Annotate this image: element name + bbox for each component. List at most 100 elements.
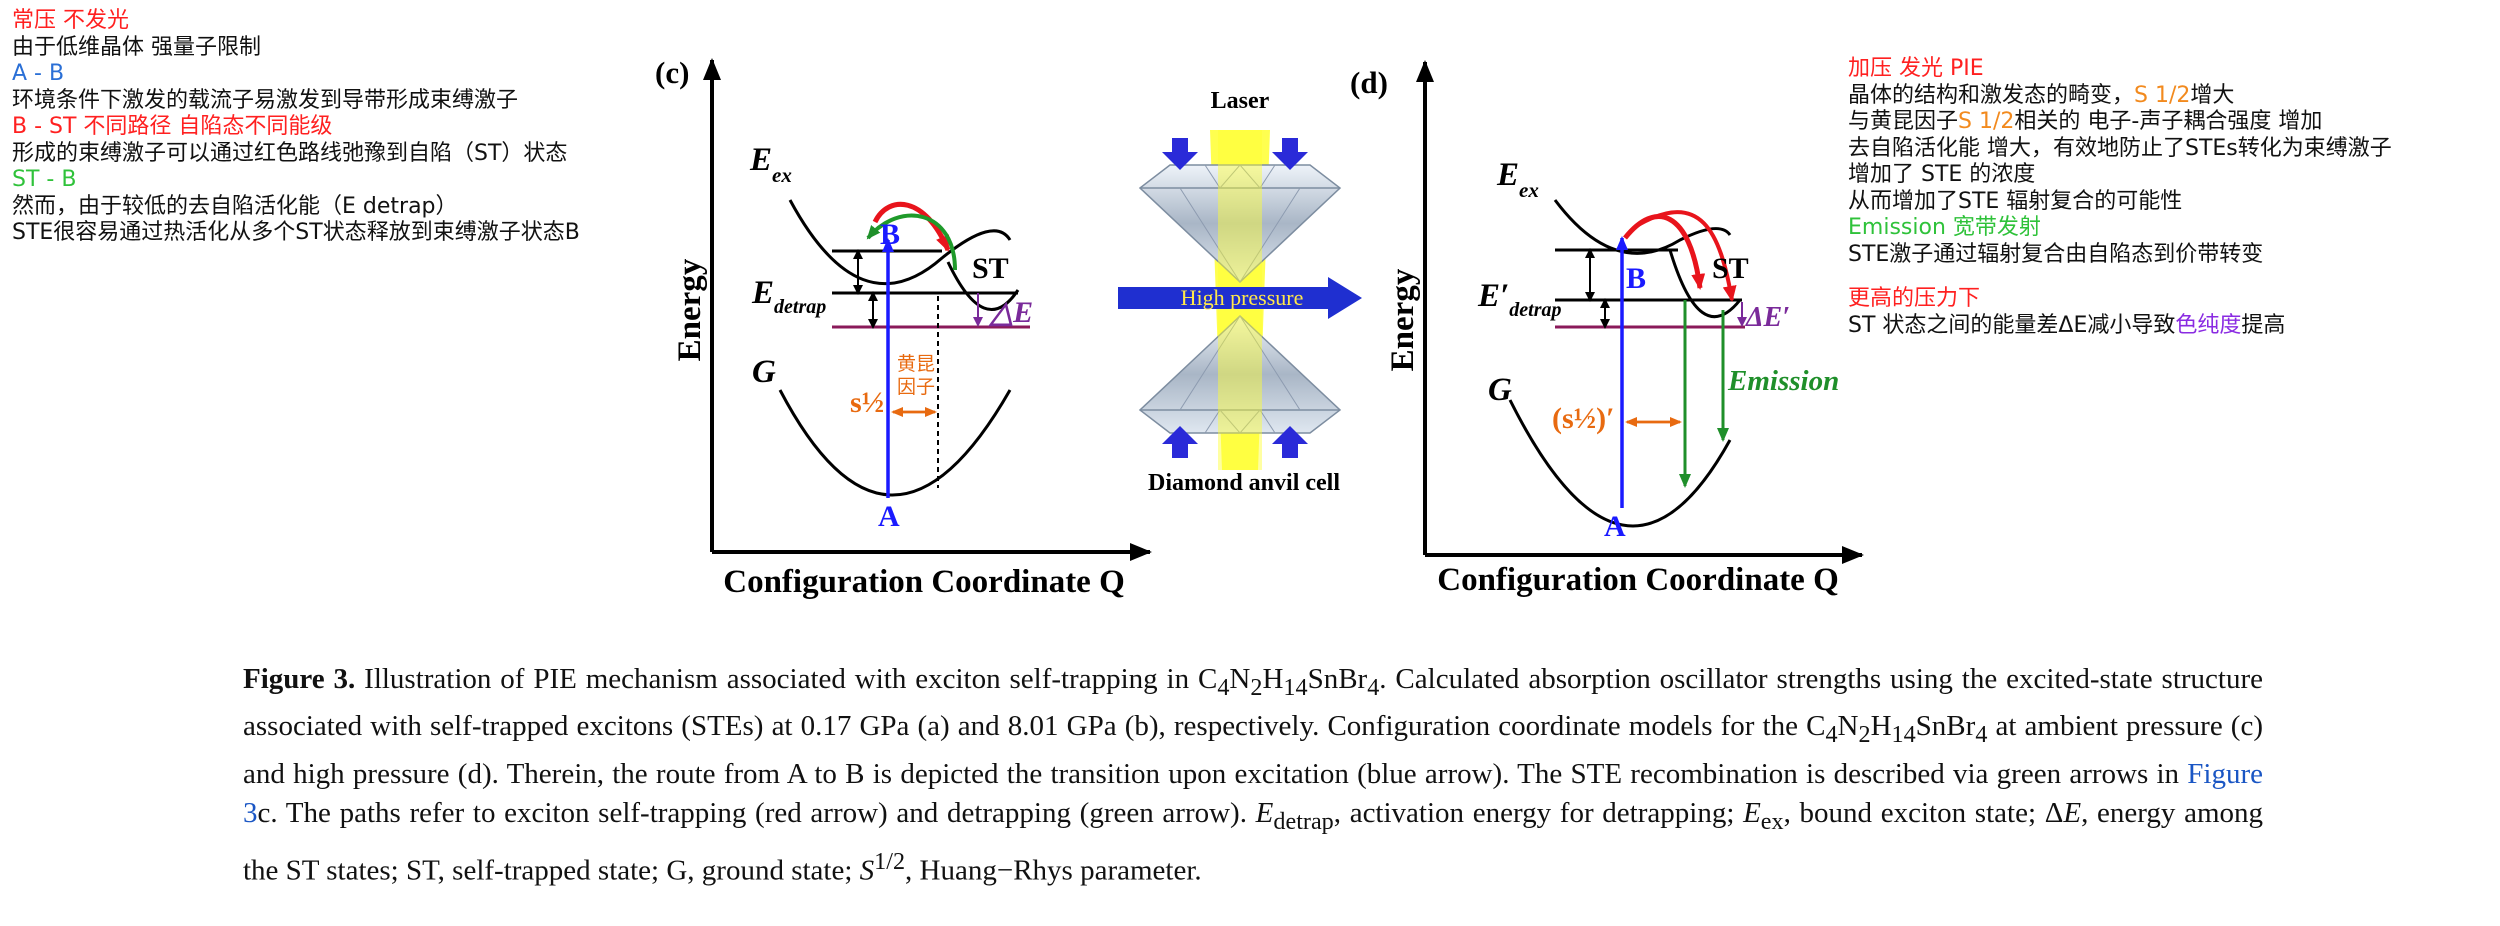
caption-sub: 4 <box>1367 673 1380 701</box>
caption-sub: ex <box>1760 808 1784 836</box>
caption-sub: 14 <box>1891 721 1916 749</box>
panel-d-g-label: G <box>1488 372 1512 408</box>
panel-d-st-label: ST <box>1712 252 1749 285</box>
panel-c-eex-curve <box>788 199 1012 286</box>
panel-d-ylabel: Energy <box>1385 268 1421 371</box>
bottom-diamond <box>1138 314 1342 434</box>
dac-illustration: Laser High pressure Diamond anvil cell <box>1118 88 1362 496</box>
panel-d-eex-label: Eex <box>1496 157 1539 202</box>
caption-text: , energy among the ST states; ST, self-t… <box>243 797 2264 887</box>
panel-d-ground-curve <box>1508 399 1732 528</box>
caption-figure-link[interactable]: Figure 3 <box>243 757 2263 830</box>
note-right-3a: 与黄昆因子 <box>1848 109 1959 134</box>
panel-c-a-label: A <box>878 500 900 533</box>
caption-sub: 4 <box>1825 721 1838 749</box>
note-right-3c: 相关的 电子-声子耦合强度 增加 <box>2014 109 2323 134</box>
panel-c-delta-e-label: △E <box>988 296 1033 329</box>
top-diamond <box>1138 164 1342 284</box>
caption-sub: 2 <box>1858 721 1871 749</box>
caption-text: H <box>1870 710 1892 743</box>
caption-text: Illustration of PIE mechanism associated… <box>355 663 1218 695</box>
note-right-2b: S 1/2 <box>2134 82 2191 108</box>
panel-c-g-label: G <box>752 354 776 390</box>
note-right-10b: 色纯度 <box>2175 312 2242 338</box>
panel-c-hk-label-2: 因子 <box>897 376 935 398</box>
note-left-5: B - ST 不同路径 自陷态不同能级 <box>12 114 333 139</box>
force-arrow-bottom-left <box>1162 426 1198 458</box>
caption-sub: detrap <box>1273 808 1334 836</box>
panel-d-self-trapping-arrow-2 <box>1637 210 1737 302</box>
notes-right: 加压 发光 PIE 晶体的结构和激发态的畸变，S 1/2增大 与黄昆因子S 1/… <box>1848 56 2392 339</box>
panel-d-emission-label: Emission <box>1727 365 1839 397</box>
panel-c-eex-label: Eex <box>749 142 792 187</box>
panel-d: (d) Energy Configuration Coordinate Q Ee… <box>1350 60 1864 598</box>
caption-sub: 4 <box>1975 721 1988 749</box>
note-right-10a: ST 状态之间的能量差ΔE减小导致 <box>1848 312 2176 338</box>
panel-d-a-label: A <box>1604 510 1626 543</box>
caption-sub: 4 <box>1217 673 1230 701</box>
panel-c-s-half-label: s½ <box>850 386 884 419</box>
panel-d-label: (d) <box>1350 65 1388 100</box>
force-arrow-bottom-right <box>1272 426 1308 458</box>
panel-d-delta-e-label: ΔE′ <box>1745 302 1790 333</box>
note-left-6: 形成的束缚激子可以通过红色路线弛豫到自陷（ST）状态 <box>12 140 568 166</box>
note-left-9: STE很容易通过热活化从多个ST状态释放到束缚激子状态B <box>12 220 580 245</box>
caption-text: N <box>1229 663 1251 695</box>
caption-sup: 1/2 <box>874 847 906 875</box>
panel-c-edetrap-label: Edetrap <box>751 275 826 318</box>
panel-d-eex-curve <box>1553 199 1732 255</box>
caption-text: . Calculated absorption oscillator stren… <box>243 663 2263 743</box>
note-right-2a: 晶体的结构和激发态的畸变， <box>1848 82 2135 108</box>
panel-c-xlabel: Configuration Coordinate Q <box>723 564 1125 600</box>
caption-italic: E <box>1743 797 1761 830</box>
panel-d-xlabel: Configuration Coordinate Q <box>1437 562 1839 598</box>
note-left-1: 常压 不发光 <box>12 8 129 33</box>
panel-d-s-half-label: (s½)′ <box>1552 402 1615 435</box>
caption-sub: 2 <box>1250 673 1263 701</box>
caption-figure-number: Figure 3. <box>243 663 356 695</box>
note-right-10: ST 状态之间的能量差ΔE减小导致色纯度提高 <box>1848 313 2392 340</box>
note-right-6: 从而增加了STE 辐射复合的可能性 <box>1848 188 2183 214</box>
panel-d-st-curve <box>1668 249 1742 319</box>
note-right-1: 加压 发光 PIE <box>1848 56 1984 81</box>
note-right-9: 更高的压力下 <box>1848 286 1981 311</box>
caption-text: , Huang−Rhys parameter. <box>905 854 1202 887</box>
panel-c-st-curve <box>946 261 1020 311</box>
caption-italic: E <box>1255 797 1274 830</box>
panel-d-b-label: B <box>1626 262 1646 295</box>
panel-c: (c) Energy Configuration Coordinate Q Ee… <box>655 55 1152 600</box>
caption-text: SnBr <box>1307 663 1368 695</box>
panel-c-hk-label-1: 黄昆 <box>897 353 935 375</box>
force-arrow-top-left <box>1162 138 1198 170</box>
caption-text: c. The paths refer to exciton self-trapp… <box>257 797 1256 830</box>
force-arrow-top-right <box>1272 138 1308 170</box>
panel-c-ylabel: Energy <box>672 258 708 361</box>
caption-text: N <box>1837 710 1859 743</box>
note-right-7: Emission 宽带发射 <box>1848 215 2041 240</box>
note-right-2c: 增大 <box>2190 82 2235 108</box>
caption-text: SnBr <box>1915 710 1976 743</box>
high-pressure-arrow <box>1118 277 1362 319</box>
caption-text: , bound exciton state; Δ <box>1783 797 2064 830</box>
caption-text: H <box>1262 663 1284 695</box>
note-right-3b: S 1/2 <box>1958 109 2015 134</box>
panel-c-ground-curve <box>778 389 1012 497</box>
panel-c-label: (c) <box>655 55 689 90</box>
panel-c-st-label: ST <box>972 252 1009 285</box>
note-right-4: 去自陷活化能 增大，有效地防止了STEs转化为束缚激子 <box>1848 135 2392 161</box>
dac-cell-label: Diamond anvil cell <box>1148 470 1340 496</box>
panel-c-self-trapping-arrow <box>872 201 951 252</box>
note-left-8: 然而，由于较低的去自陷活化能（E detrap） <box>12 193 458 219</box>
panel-c-detrapping-arrow <box>866 213 957 271</box>
note-left-4: 环境条件下激发的载流子易激发到导带形成束缚激子 <box>12 87 519 113</box>
note-right-3: 与黄昆因子S 1/2相关的 电子-声子耦合强度 增加 <box>1848 109 2392 136</box>
caption-text: , activation energy for detrapping; <box>1333 797 1744 830</box>
note-right-10c: 提高 <box>2241 312 2286 338</box>
caption-text: at ambient pressure (c) and high pressur… <box>243 710 2263 790</box>
dac-high-pressure-label: High pressure <box>1181 285 1304 310</box>
figure-3: (c) Energy Configuration Coordinate Q Ee… <box>655 55 1864 600</box>
panel-d-self-trapping-arrow-1 <box>1623 214 1706 290</box>
note-left-3: A - B <box>12 61 65 86</box>
panel-c-b-label: B <box>880 218 900 251</box>
figure-caption: Figure 3. Illustration of PIE mechanism … <box>243 660 2263 891</box>
